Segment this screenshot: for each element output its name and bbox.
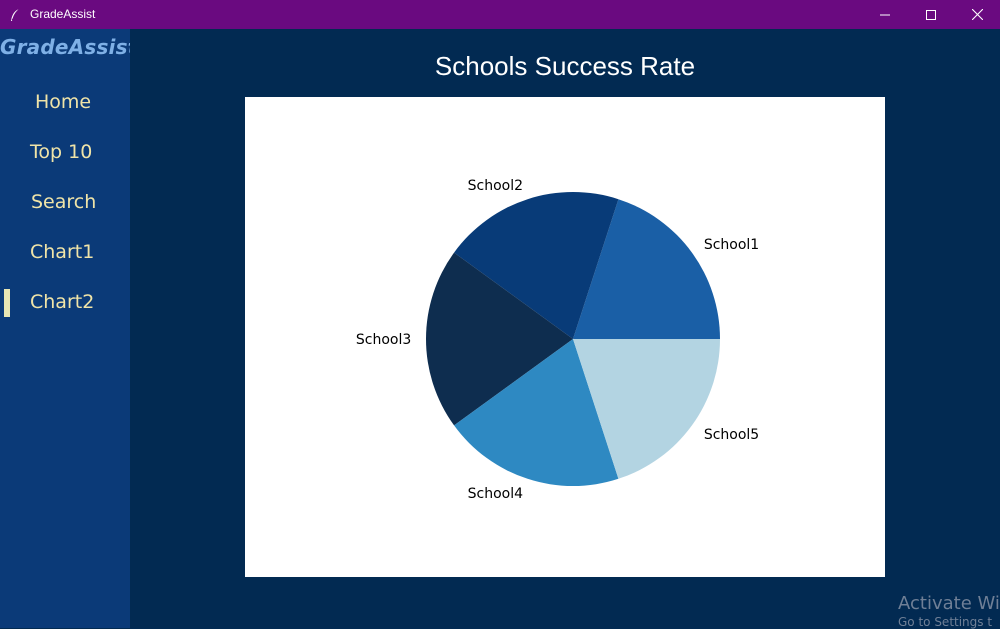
window-title: GradeAssist xyxy=(30,7,96,21)
sidebar-item-label: Chart1 xyxy=(30,241,95,263)
minimize-button[interactable] xyxy=(862,0,908,29)
sidebar-item-label: Top 10 xyxy=(30,141,93,163)
pie-label-school1: School1 xyxy=(704,237,759,253)
activation-watermark: Activate Wi Go to Settings t xyxy=(898,593,1000,629)
page-title: Schools Success Rate xyxy=(434,51,696,81)
sidebar-item-label: Chart2 xyxy=(30,291,95,313)
sidebar-item-chart2[interactable]: Chart2 xyxy=(0,285,130,319)
sidebar-item-label: Home xyxy=(35,91,92,113)
sidebar: GradeAssist Home Top 10 Search Chart1 Ch… xyxy=(0,29,138,628)
minimize-icon xyxy=(880,14,890,15)
pie-label-school3: School3 xyxy=(356,332,411,348)
title-bar: GradeAssist xyxy=(0,0,1000,29)
maximize-button[interactable] xyxy=(908,0,954,29)
main-content: Schools Success Rate School1 School2 Schoo… xyxy=(130,29,1000,628)
app-logo: GradeAssist xyxy=(0,35,138,59)
pie-slice-school2 xyxy=(454,192,619,339)
pie-slice-school5 xyxy=(573,339,720,479)
sidebar-item-chart1[interactable]: Chart1 xyxy=(0,235,130,269)
sidebar-item-top-10[interactable]: Top 10 xyxy=(0,135,130,169)
sidebar-item-home[interactable]: Home xyxy=(0,85,130,119)
pie-slice-school1 xyxy=(573,199,720,339)
feather-icon xyxy=(9,7,21,21)
maximize-icon xyxy=(926,9,936,20)
pie-slice-school4 xyxy=(454,339,619,486)
pie-label-school4: School4 xyxy=(468,486,523,502)
pie-chart-svg: School1 School2 School3 School4 School5 xyxy=(356,178,759,502)
close-button[interactable] xyxy=(954,0,1000,29)
close-icon xyxy=(971,9,983,20)
pie-label-school5: School5 xyxy=(704,427,759,443)
active-indicator xyxy=(4,289,10,317)
pie-slice-school3 xyxy=(426,252,573,426)
sidebar-item-search[interactable]: Search xyxy=(0,185,130,219)
sidebar-item-label: Search xyxy=(31,191,97,213)
watermark-subtitle: Go to Settings t xyxy=(898,615,993,629)
pie-label-school2: School2 xyxy=(468,178,523,194)
pie-chart: School1 School2 School3 School4 School5 xyxy=(245,97,885,577)
watermark-title: Activate Wi xyxy=(898,593,1000,614)
